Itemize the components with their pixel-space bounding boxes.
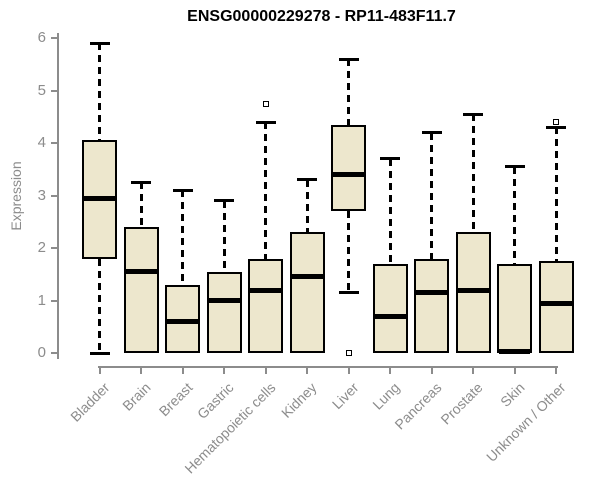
whisker-upper-cap: [297, 178, 317, 182]
y-axis-line: [57, 33, 59, 359]
y-tick-label: 2: [37, 239, 46, 256]
whisker-upper-cap: [463, 112, 483, 116]
y-tick-label: 1: [37, 291, 46, 309]
whisker-upper-line: [305, 179, 309, 233]
median-line: [457, 287, 489, 293]
y-axis-tick: [51, 352, 57, 354]
y-axis-tick: [51, 142, 57, 144]
x-axis-tick: [264, 367, 267, 374]
box: [123, 227, 159, 353]
whisker-upper-line: [430, 132, 433, 259]
median-line: [167, 319, 198, 324]
x-axis-tick: [389, 367, 391, 374]
y-tick-label: 4: [37, 134, 46, 151]
box: [497, 263, 532, 353]
y-axis-tick: [51, 247, 57, 249]
x-axis-line: [97, 366, 558, 368]
y-axis-tick: [51, 194, 57, 197]
whisker-lower-line: [347, 211, 350, 293]
x-axis-tick: [140, 367, 142, 374]
box: [414, 258, 449, 353]
y-tick-label: 0: [37, 344, 46, 361]
whisker-upper-line: [513, 166, 516, 264]
x-axis-tick: [223, 367, 225, 374]
box: [206, 271, 242, 353]
outlier-marker: [553, 119, 559, 125]
whisker-upper-line: [264, 122, 267, 259]
median-line: [250, 287, 281, 293]
whisker-lower-line: [98, 258, 101, 353]
median-line: [84, 195, 115, 201]
whisker-upper-cap: [338, 57, 359, 61]
whisker-upper-line: [554, 127, 558, 262]
y-axis-tick: [51, 37, 57, 39]
whisker-upper-cap: [255, 120, 276, 124]
whisker-upper-line: [139, 182, 143, 227]
whisker-upper-cap: [172, 188, 193, 192]
whisker-upper-cap: [89, 41, 110, 45]
whisker-upper-cap: [380, 157, 400, 161]
x-axis-tick: [306, 367, 308, 374]
chart-title: ENSG00000229278 - RP11-483F11.7: [187, 8, 456, 25]
median-line: [540, 300, 572, 306]
whisker-upper-cap: [504, 165, 525, 169]
whisker-upper-cap: [214, 199, 234, 203]
y-tick-label: 6: [37, 29, 46, 46]
y-tick-label: 3: [37, 186, 46, 204]
whisker-lower-cap: [89, 351, 110, 355]
whisker-upper-line: [222, 200, 226, 272]
x-axis-tick: [181, 367, 184, 374]
box: [248, 258, 283, 353]
box: [289, 232, 325, 353]
median-line: [374, 313, 406, 319]
median-line: [416, 290, 447, 296]
x-axis-tick: [98, 367, 101, 374]
whisker-upper-cap: [421, 131, 442, 134]
whisker-upper-line: [347, 59, 350, 125]
median-line: [125, 269, 157, 275]
whisker-upper-line: [181, 190, 184, 285]
whisker-upper-cap: [131, 180, 151, 184]
whisker-upper-line: [98, 43, 101, 141]
box: [538, 261, 574, 353]
outlier-marker: [345, 350, 352, 356]
outlier-marker: [262, 100, 269, 107]
box: [372, 263, 408, 353]
whisker-upper-line: [471, 114, 475, 233]
x-axis-tick: [430, 367, 433, 374]
median-line: [291, 274, 323, 280]
x-axis-tick: [555, 367, 557, 374]
median-line: [208, 298, 240, 303]
whisker-upper-cap: [546, 125, 566, 129]
y-axis-tick: [51, 299, 57, 302]
x-axis-tick: [347, 367, 350, 374]
box: [165, 284, 200, 353]
whisker-upper-line: [388, 158, 392, 264]
x-axis-tick: [513, 367, 516, 374]
box: [331, 124, 366, 212]
whisker-lower-cap: [338, 291, 359, 295]
y-axis-tick: [51, 89, 57, 92]
y-tick-label: 5: [37, 81, 46, 99]
x-axis-tick: [472, 367, 474, 374]
median-line: [333, 172, 364, 177]
median-line: [499, 348, 530, 354]
box: [455, 232, 491, 353]
